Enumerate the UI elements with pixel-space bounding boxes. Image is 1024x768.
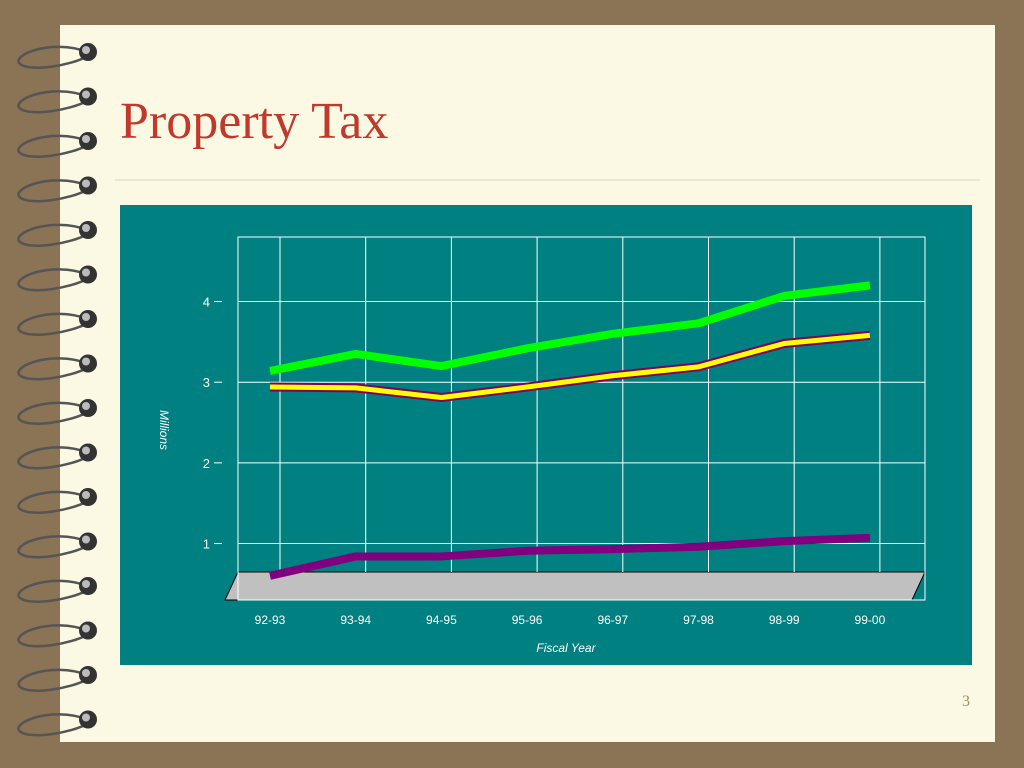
plot: 1 2 3 4 92-93 93-94 94-95 95-96 96-97 97-98 98-99 9… (203, 236, 926, 627)
x-axis-label: Fiscal Year (536, 641, 596, 655)
ring (17, 668, 89, 692)
spiral-binding (17, 43, 97, 737)
ring-shine (82, 402, 90, 410)
page-number: 3 (962, 693, 970, 710)
ring-shine (82, 491, 90, 499)
x-tick-label: 92-93 (255, 613, 286, 627)
ring-shine (82, 179, 90, 188)
x-tick-label: 95-96 (512, 613, 543, 627)
chart-floor (224, 571, 926, 601)
ring (17, 312, 89, 336)
y-axis-label: Millions (157, 410, 171, 450)
ring (17, 579, 89, 603)
ring-shine (82, 669, 90, 677)
y-tick-label: 3 (203, 375, 210, 390)
x-tick-label: 98-99 (769, 613, 800, 627)
ring (17, 179, 89, 203)
ring (17, 490, 89, 514)
ring (17, 45, 89, 69)
x-tick-label: 94-95 (426, 613, 457, 627)
series-line (269, 533, 871, 580)
x-tick-label: 99-00 (855, 613, 886, 627)
ring-shine (82, 313, 90, 321)
x-tick-label: 97-98 (683, 613, 714, 627)
slide-title: Property Tax (120, 93, 388, 150)
series-line (269, 332, 871, 401)
series-line (269, 281, 871, 375)
ring-shine (82, 357, 90, 366)
ring (17, 357, 89, 381)
ring-shine (82, 224, 90, 232)
ring-shine (82, 268, 90, 277)
y-tick-label: 1 (203, 537, 210, 552)
ring-shine (82, 46, 90, 54)
ring (17, 713, 89, 737)
plot-frame (237, 236, 926, 601)
ring-shine (82, 135, 90, 143)
ring-shine (82, 90, 90, 99)
ring-shine (82, 535, 90, 544)
ring (17, 401, 89, 425)
ring (17, 90, 89, 114)
ring-shine (82, 580, 90, 588)
x-tick-label: 96-97 (597, 613, 628, 627)
ring (17, 535, 89, 559)
ring-shine (82, 624, 90, 633)
y-tick-label: 4 (203, 295, 210, 310)
ring (17, 624, 89, 648)
ring (17, 223, 89, 247)
ring-shine (82, 713, 90, 722)
ring (17, 268, 89, 292)
ring (17, 134, 89, 158)
x-tick-label: 93-94 (340, 613, 371, 627)
ring-shine (82, 446, 90, 455)
y-tick-label: 2 (203, 456, 210, 471)
ring (17, 446, 89, 470)
